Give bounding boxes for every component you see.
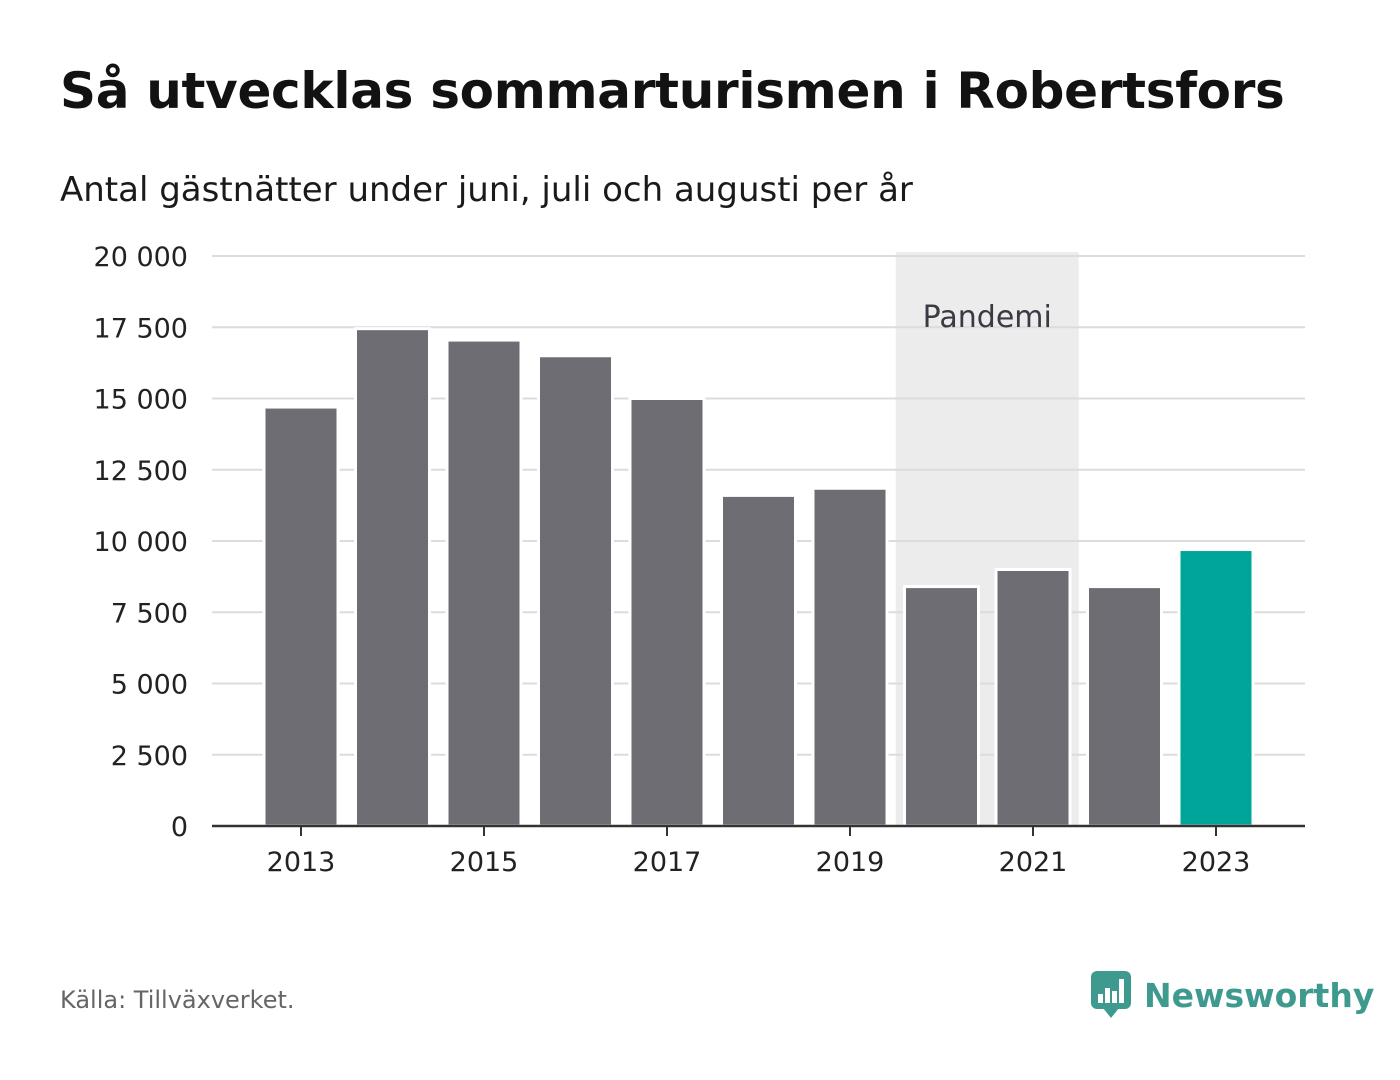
x-tick-label: 2023 [1182,847,1251,878]
x-tick-label: 2013 [267,847,336,878]
y-tick-label: 7 500 [111,598,188,629]
bar-2016 [537,354,614,828]
bar-2023 [1177,548,1255,828]
x-tick-label: 2017 [633,847,702,878]
y-tick-label: 12 500 [94,456,188,487]
y-tick-label: 20 000 [94,242,188,273]
y-tick-label: 2 500 [111,741,188,772]
x-tick-label: 2019 [816,847,885,878]
bar-chart-speech-bubble-icon [1091,971,1131,1018]
bar-2014 [354,327,431,828]
bar-2013 [262,405,340,828]
bar-2017 [628,397,706,828]
y-tick-label: 0 [171,812,188,843]
source-note: Källa: Tillväxverket. [60,986,295,1014]
brand-name: Newsworthy [1144,975,1375,1015]
y-tick-label: 5 000 [111,670,188,701]
bar-2015 [445,338,523,828]
chart-subtitle: Antal gästnätter under juni, juli och au… [60,170,913,210]
y-tick-label: 10 000 [94,527,188,558]
bar-2019 [811,486,889,828]
x-tick-label: 2021 [999,847,1068,878]
y-tick-label: 17 500 [94,313,188,344]
bar-2021 [994,568,1072,828]
brand-logo: Newsworthy [1090,970,1374,1020]
bar-2022 [1086,585,1163,828]
bar-2020 [903,585,980,828]
bar-2018 [720,493,797,828]
x-tick-label: 2015 [450,847,519,878]
chart-title: Så utvecklas sommarturismen i Robertsfor… [60,62,1285,120]
pandemic-label: Pandemi [923,300,1052,335]
y-tick-label: 15 000 [94,385,188,416]
